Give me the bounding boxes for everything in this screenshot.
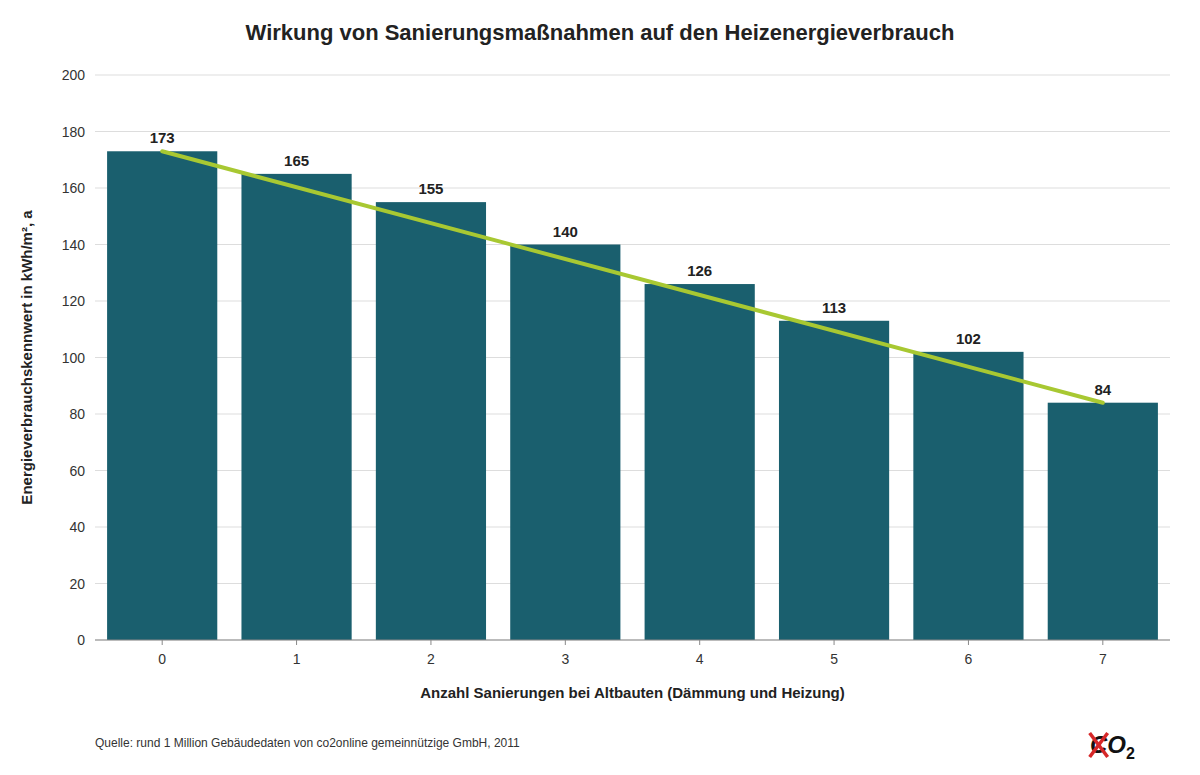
bar <box>376 202 486 640</box>
grid <box>95 75 1170 640</box>
logo-cross <box>1090 733 1108 757</box>
y-axis-label: Energieverbrauchskennwert in kWh/m², a <box>18 210 35 505</box>
x-tick <box>430 640 431 645</box>
logo-subscript: 2 <box>1126 745 1135 762</box>
y-tick-label: 120 <box>62 293 86 309</box>
title: Wirkung von Sanierungsmaßnahmen auf den … <box>246 20 955 45</box>
x-tick-label: 7 <box>1099 651 1107 667</box>
bar <box>510 245 620 641</box>
grid-line <box>95 75 1170 76</box>
y-tick-label: 140 <box>62 237 86 253</box>
logo: CO2 <box>1090 731 1135 762</box>
y-tick-label: 160 <box>62 180 86 196</box>
data-label: 173 <box>150 129 175 146</box>
data-label: 140 <box>553 223 578 240</box>
bar <box>1048 403 1158 640</box>
x-tick-label: 5 <box>830 651 838 667</box>
data-label: 102 <box>956 330 981 347</box>
x-tick <box>296 640 297 645</box>
y-tick-label: 80 <box>69 406 85 422</box>
x-tick-label: 3 <box>561 651 569 667</box>
y-tick-label: 100 <box>62 350 86 366</box>
trend-line <box>162 151 1103 402</box>
chart: Wirkung von Sanierungsmaßnahmen auf den … <box>0 0 1200 775</box>
logo-letters: CO <box>1090 731 1126 758</box>
y-tick-label: 20 <box>69 576 85 592</box>
bar <box>645 284 755 640</box>
bar <box>241 174 351 640</box>
data-label: 165 <box>284 152 309 169</box>
data-label: 84 <box>1094 381 1111 398</box>
grid-line <box>95 131 1170 132</box>
data-label: 155 <box>418 180 443 197</box>
x-tick <box>162 640 163 645</box>
y-tick-label: 0 <box>77 632 85 648</box>
x-tick <box>565 640 566 645</box>
logo-cross <box>1090 733 1108 757</box>
x-tick-label: 2 <box>427 651 435 667</box>
marks <box>107 151 1158 640</box>
source-text: Quelle: rund 1 Million Gebäudedaten von … <box>95 736 520 750</box>
data-label: 113 <box>822 299 846 316</box>
x-axis-label: Anzahl Sanierungen bei Altbauten (Dämmun… <box>420 684 844 701</box>
bar <box>107 151 217 640</box>
y-tick-label: 60 <box>69 463 85 479</box>
x-tick <box>1102 640 1103 645</box>
x-tick-label: 6 <box>965 651 973 667</box>
y-tick-label: 200 <box>62 67 86 83</box>
bar <box>913 352 1023 640</box>
x-tick <box>968 640 969 645</box>
x-tick-label: 1 <box>293 651 301 667</box>
x-tick-label: 4 <box>696 651 704 667</box>
grid-line <box>95 640 1170 641</box>
x-tick <box>699 640 700 645</box>
data-labels: 173 165 155 140 126 113 102 84 <box>150 129 1112 397</box>
y-tick-label: 180 <box>62 124 86 140</box>
data-label: 126 <box>687 262 712 279</box>
y-tick-label: 40 <box>69 519 85 535</box>
x-tick <box>834 640 835 645</box>
x-tick-label: 0 <box>158 651 166 667</box>
bar <box>779 321 889 640</box>
x-axis-line <box>95 639 1170 640</box>
